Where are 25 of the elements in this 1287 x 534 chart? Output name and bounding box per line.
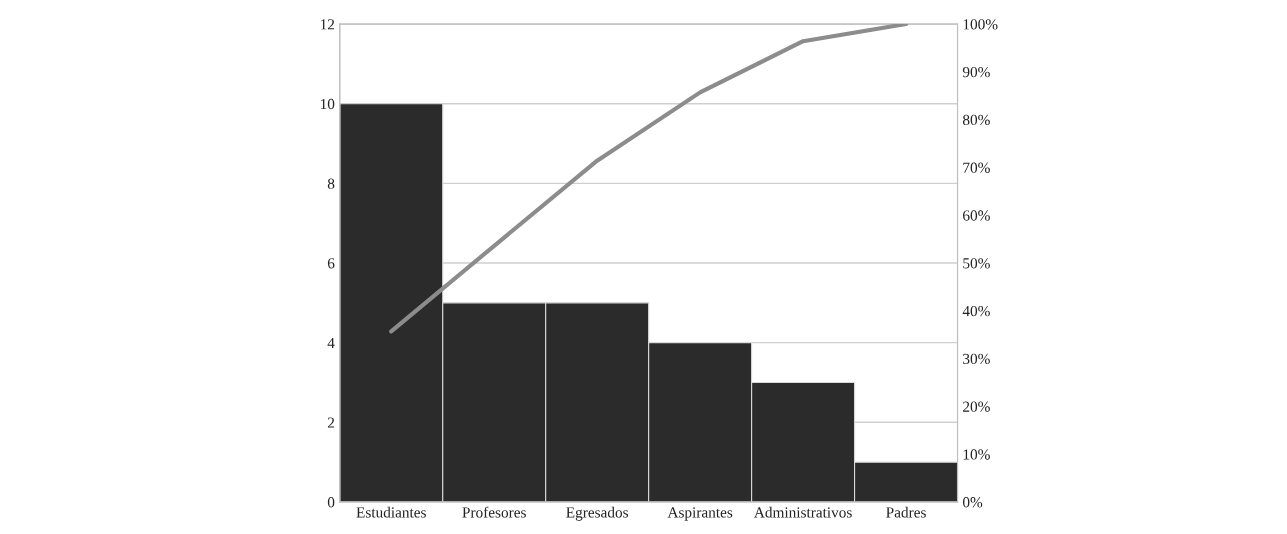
y2-tick-label: 10% <box>963 449 990 460</box>
y-tick-label: 0 <box>327 497 335 508</box>
y-tick-label: 12 <box>320 19 335 30</box>
y2-tick-label: 80% <box>962 114 990 126</box>
x-tick-label: Administrativos <box>754 506 852 518</box>
y-tick-label: 8 <box>327 178 335 189</box>
y-tick-label: 6 <box>327 258 335 269</box>
y-tick-label: 4 <box>327 337 335 348</box>
y2-tick-label: 40% <box>962 305 990 317</box>
y2-tick-label: 20% <box>963 401 990 412</box>
y2-tick-label: 0% <box>962 497 983 508</box>
y2-tick-label: 90% <box>962 66 990 78</box>
x-tick-label: Profesores <box>462 506 526 518</box>
x-tick-label: Egresados <box>566 506 629 521</box>
y2-tick-label: 50% <box>963 258 990 269</box>
line-series <box>389 24 909 334</box>
y2-tick-label: 100% <box>963 19 998 30</box>
y-tick-label: 10 <box>320 98 335 110</box>
y2-tick-label: 60% <box>963 210 990 221</box>
y2-tick-label: 30% <box>963 353 990 365</box>
x-tick-label: Aspirantes <box>667 507 733 521</box>
x-tick-label: Padres <box>886 506 926 518</box>
y-tick-label: 2 <box>327 417 335 428</box>
y2-tick-label: 70% <box>963 162 990 173</box>
x-tick-label: Estudiantes <box>356 506 426 518</box>
